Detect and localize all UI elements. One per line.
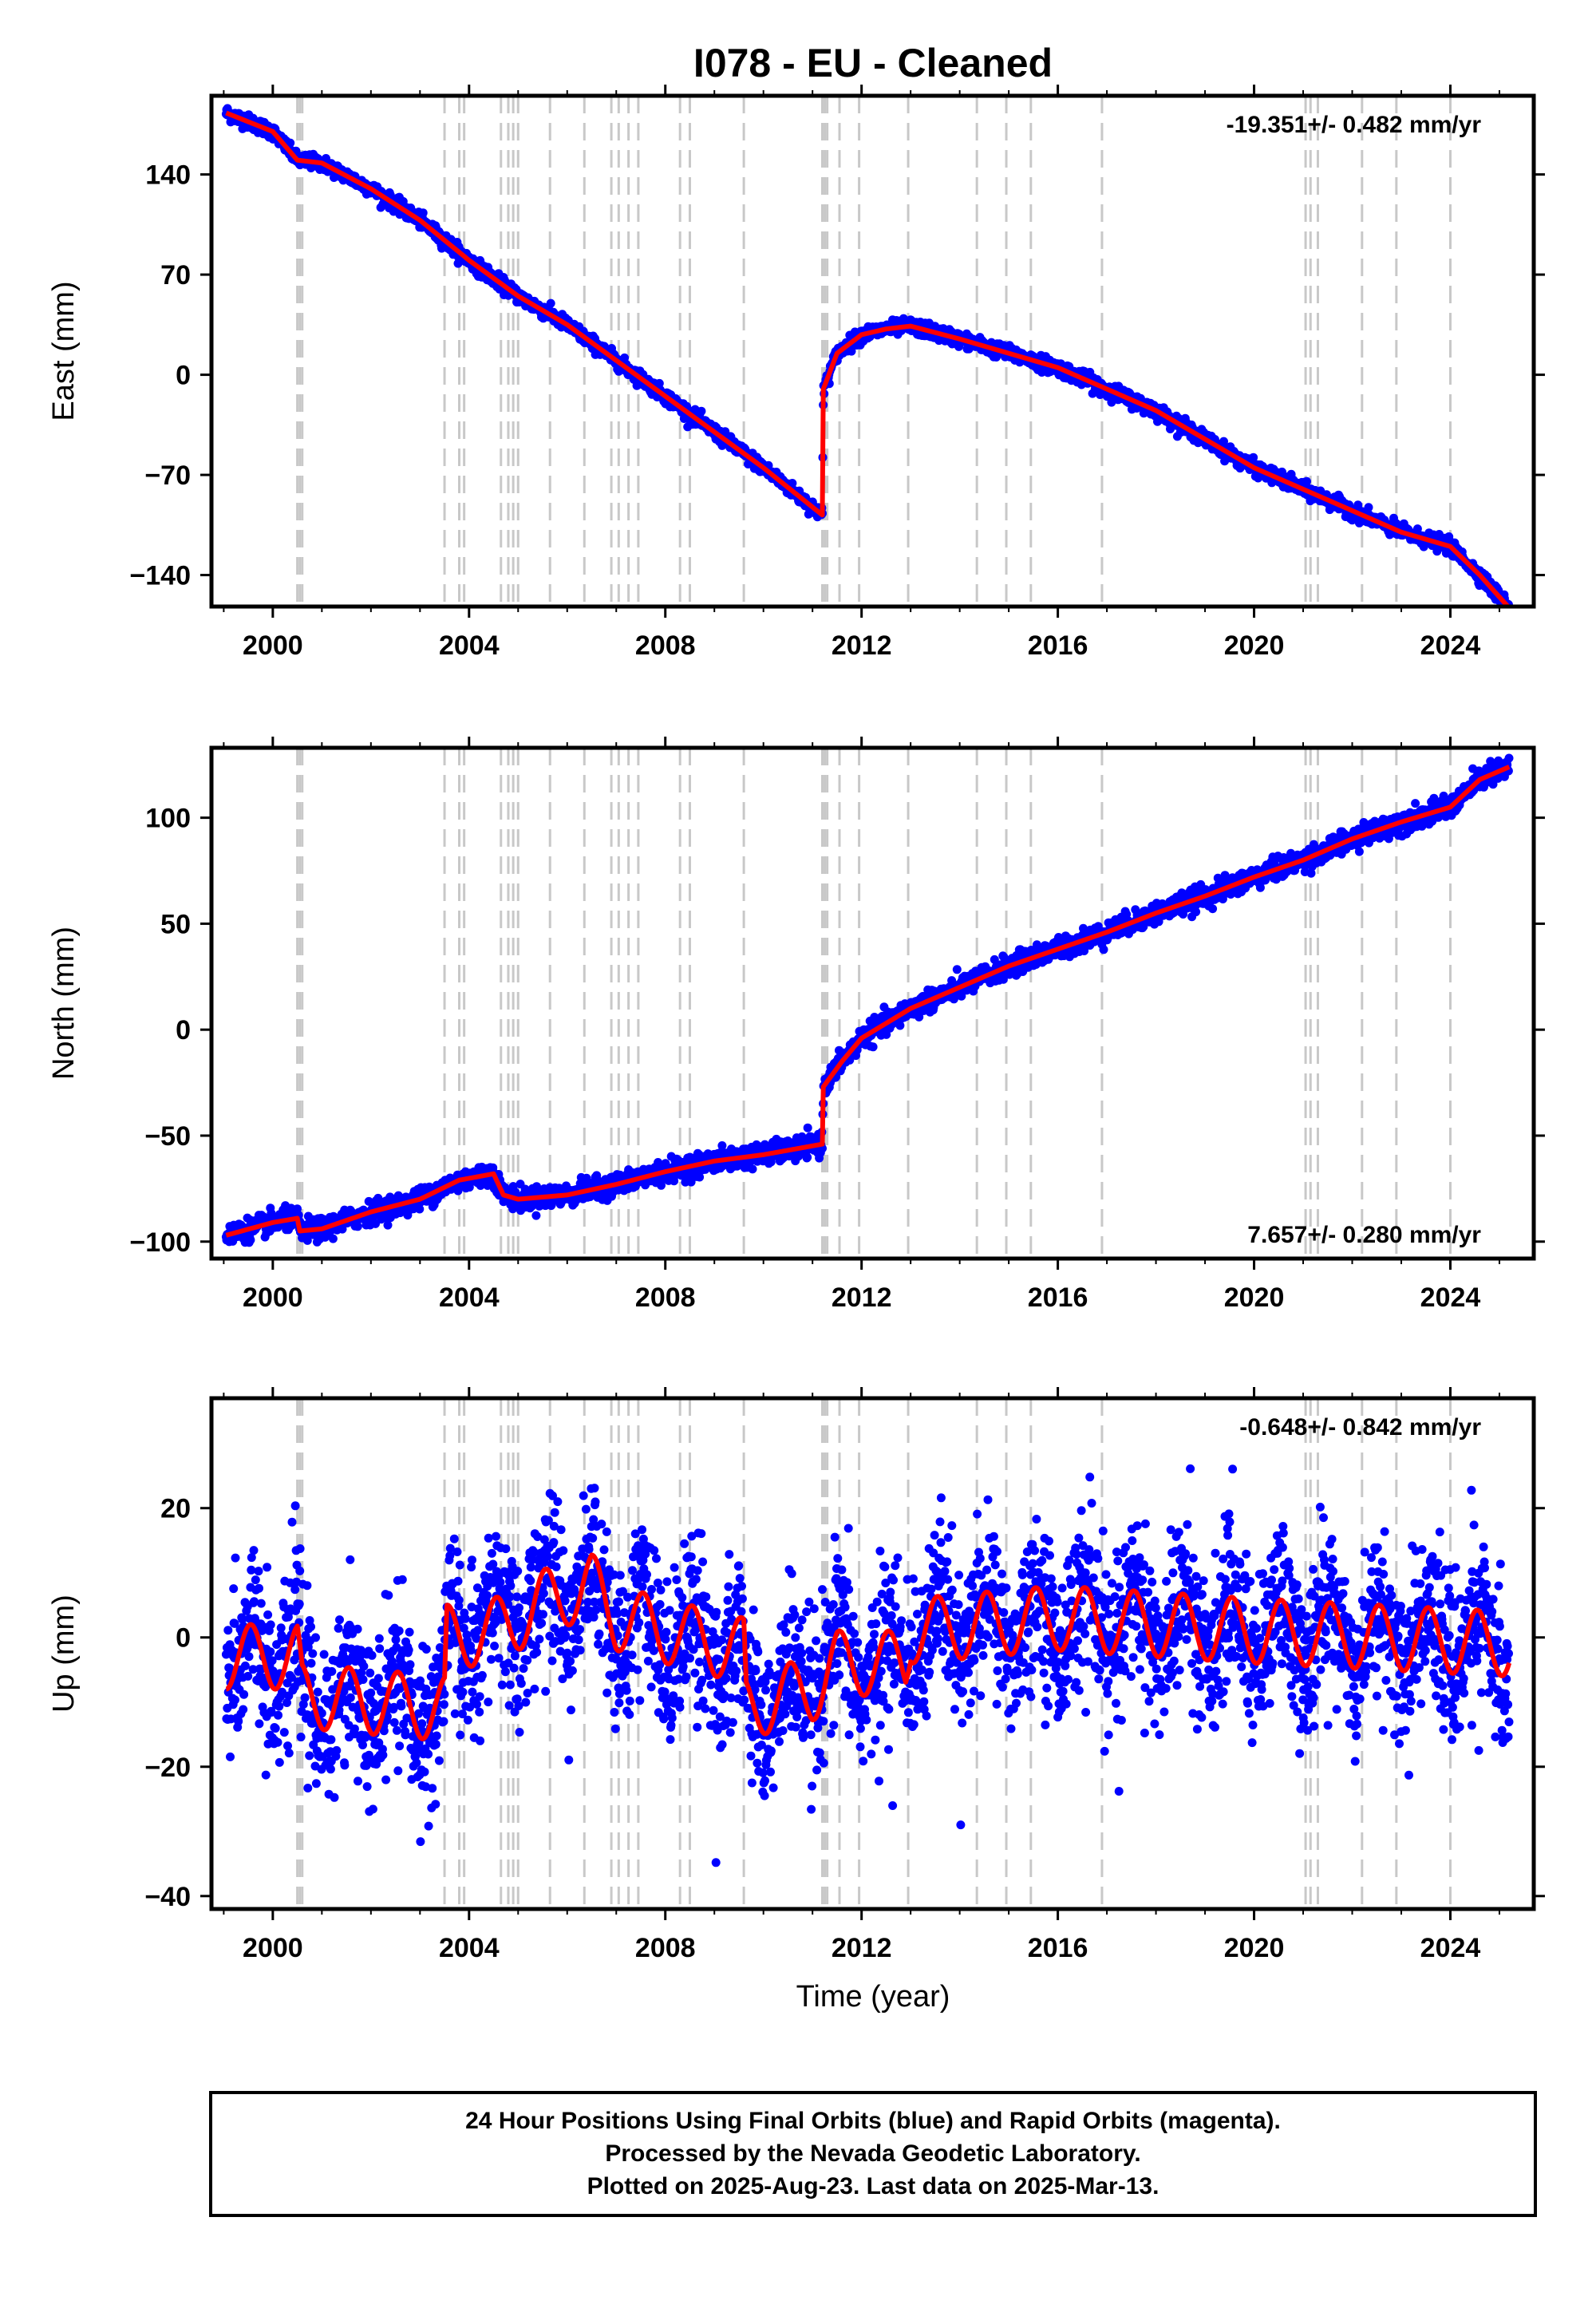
y-tick-label: −140 <box>129 561 191 591</box>
data-points <box>221 753 1514 1247</box>
event-lines <box>296 96 1452 607</box>
x-tick-label: 2020 <box>1224 630 1285 661</box>
data-point <box>531 1211 541 1220</box>
rate-annotation: -19.351+/- 0.482 mm/yr <box>1227 112 1482 138</box>
data-point <box>246 1235 255 1245</box>
data-points <box>221 104 1513 607</box>
panel-1: −140 −70 0 70 140 2000 2004 2008 2012 2016 2020 202… <box>47 85 1545 661</box>
data-point <box>328 1234 338 1243</box>
data-point <box>868 1042 878 1052</box>
data-point <box>748 1164 757 1174</box>
data-point <box>803 1123 812 1132</box>
y-tick-label: −70 <box>144 460 191 491</box>
x-tick-label: 2016 <box>1028 630 1088 661</box>
data-point <box>418 208 428 218</box>
data-point <box>353 1222 362 1231</box>
y-axis-label: East (mm) <box>47 281 81 421</box>
data-point <box>952 965 962 974</box>
chart-title: I078 - EU - Cleaned <box>693 41 1053 85</box>
data-point <box>654 378 664 388</box>
x-tick-label: 2012 <box>832 630 892 661</box>
data-point <box>803 1152 812 1162</box>
y-tick-label: 0 <box>176 361 191 391</box>
x-tick-label: 2000 <box>243 630 303 661</box>
data-point <box>286 138 295 148</box>
x-tick-label: 2024 <box>1420 630 1481 661</box>
data-point <box>383 1220 393 1230</box>
plot-frame <box>209 93 1536 609</box>
data-point <box>788 479 797 488</box>
x-tick-label: 2004 <box>439 630 500 661</box>
data-point <box>1219 437 1228 446</box>
data-point <box>546 298 555 308</box>
x-tick-label: 2008 <box>635 630 696 661</box>
data-point <box>697 406 706 416</box>
y-tick-label: 70 <box>160 260 191 290</box>
panels: −140 −70 0 70 140 2000 2004 2008 2012 2016 2020 202… <box>47 85 1545 1963</box>
y-tick-label: 140 <box>145 160 191 191</box>
